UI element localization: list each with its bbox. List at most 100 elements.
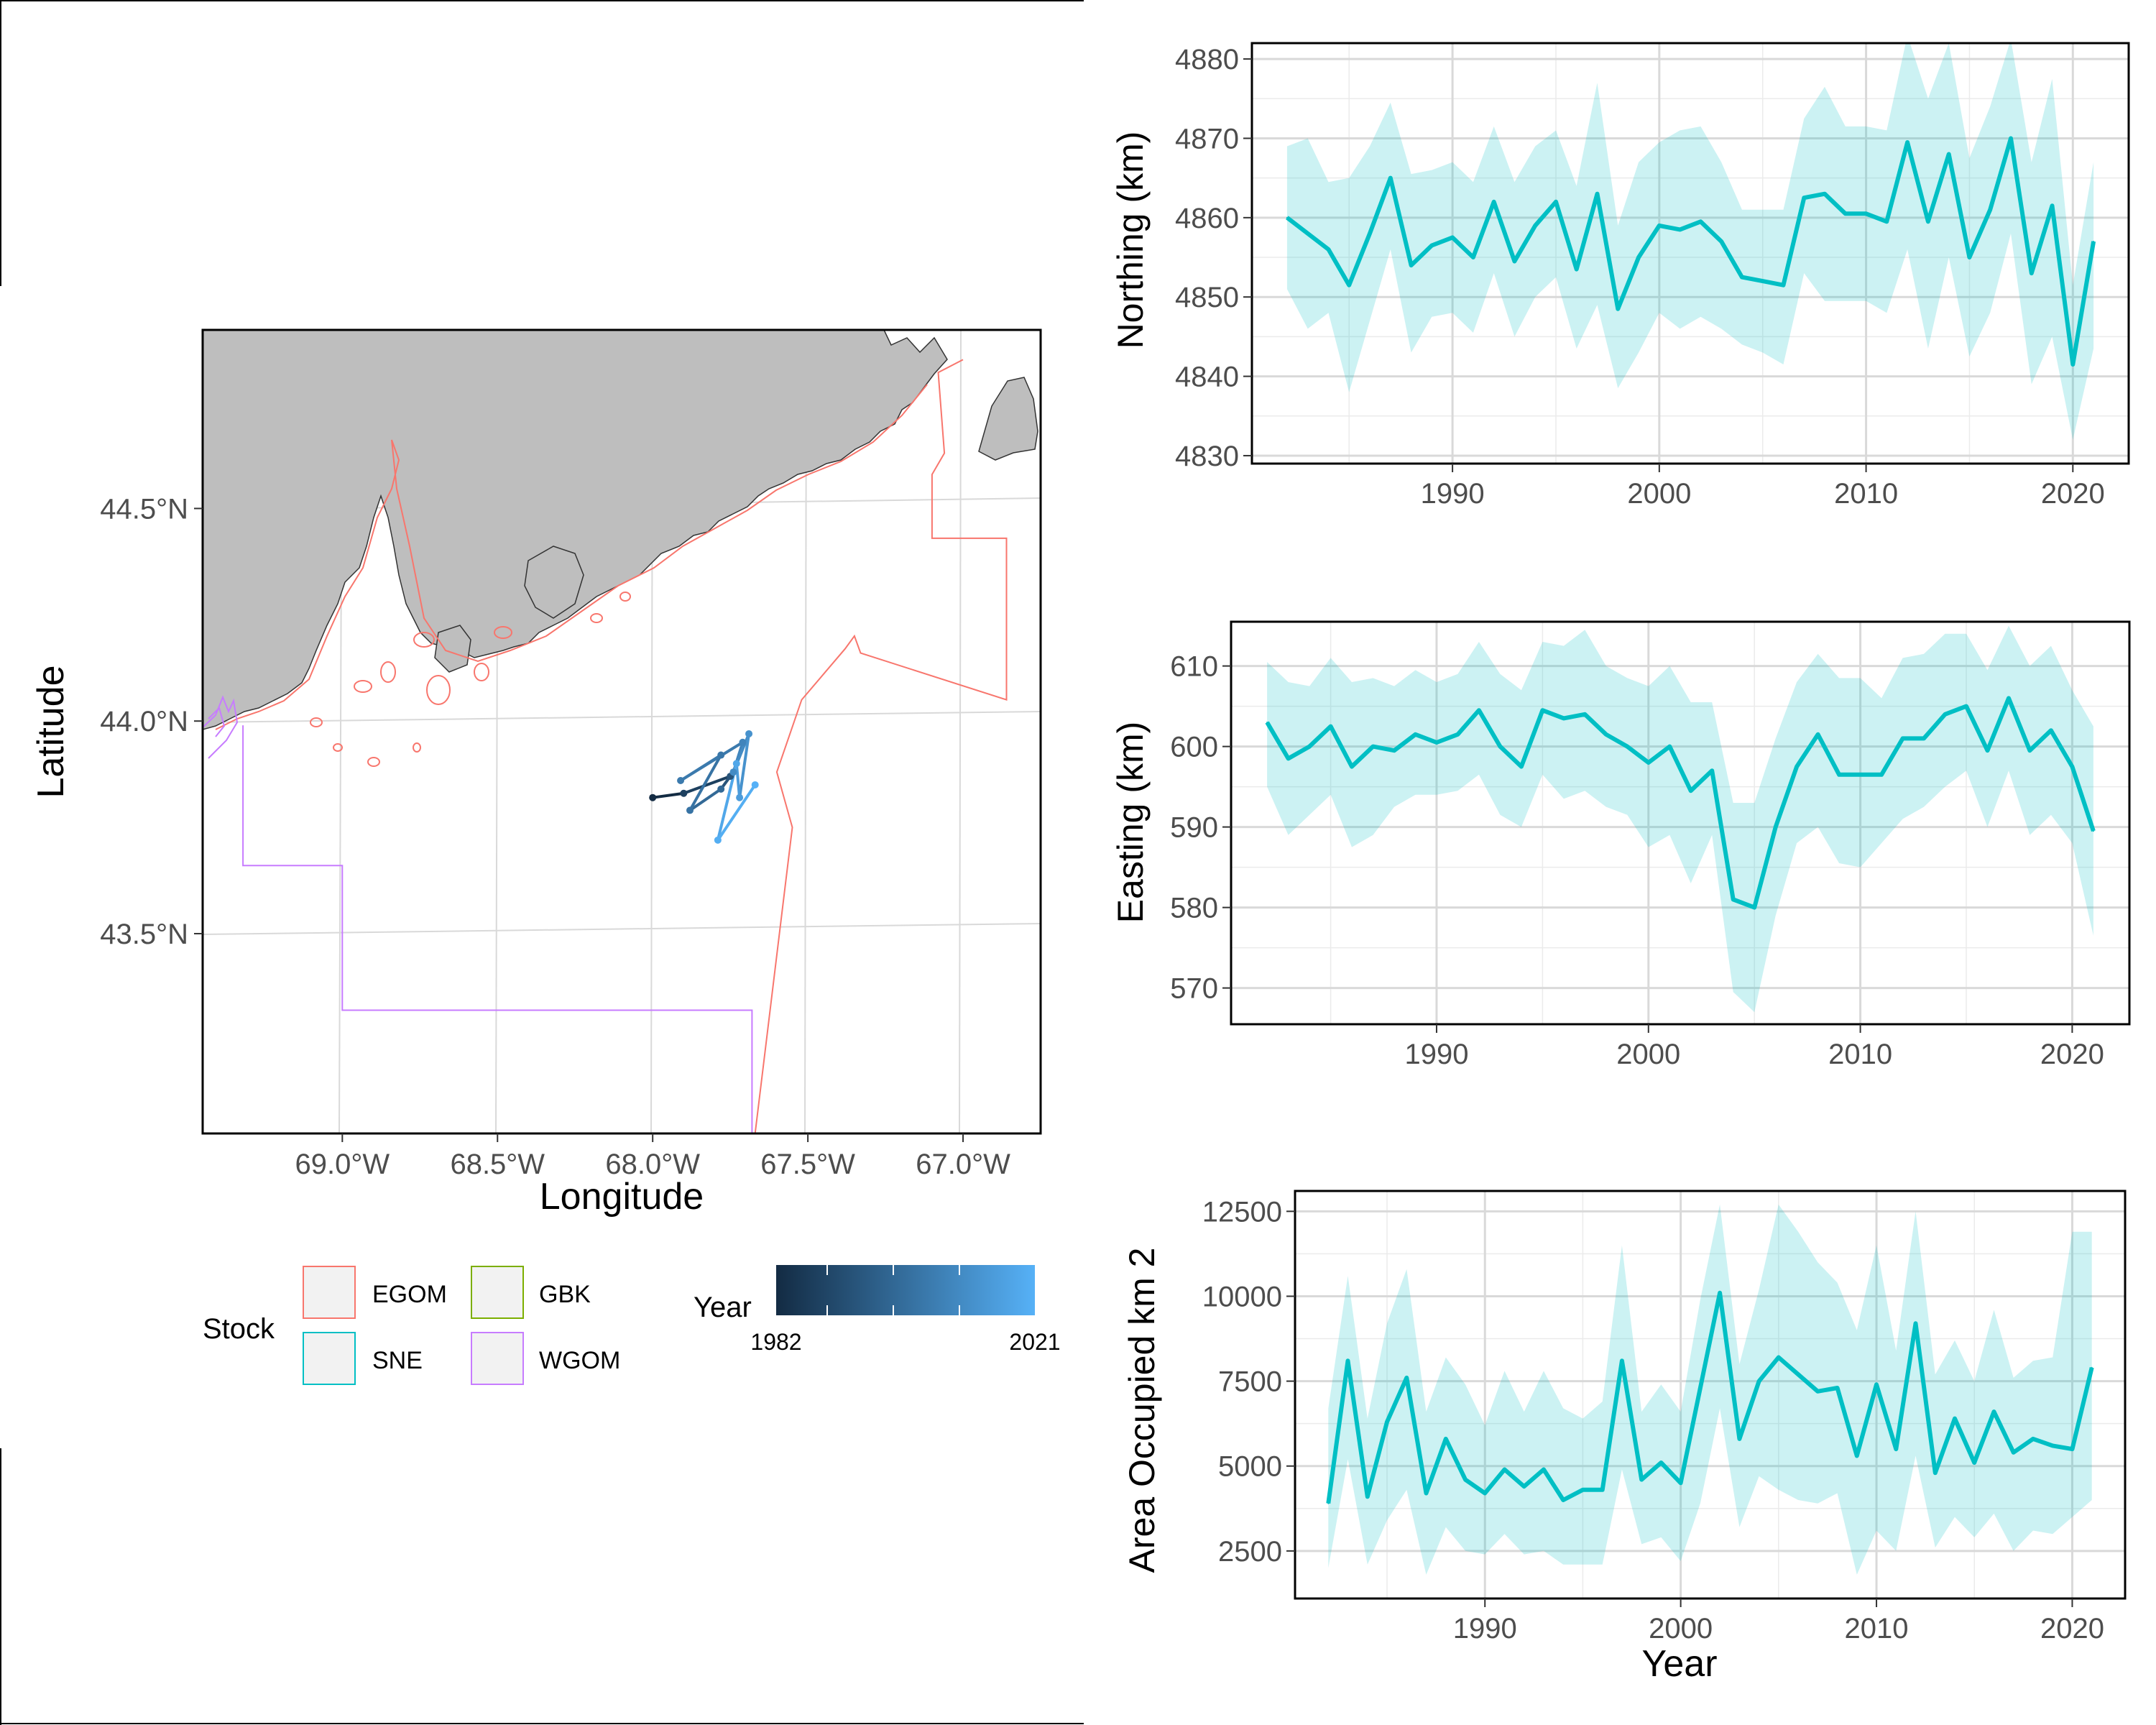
island-mount-desert: [524, 546, 584, 619]
estimate-point: [2093, 240, 2095, 242]
track-point: [649, 794, 657, 801]
estimate-point: [2091, 1366, 2093, 1368]
estimate-point: [1327, 248, 1330, 250]
estimate-point: [1741, 276, 1743, 278]
track-point: [732, 760, 740, 768]
y-tick-label: 4870: [1175, 123, 1239, 155]
estimate-point: [1503, 1468, 1506, 1471]
plot-frame: [1250, 42, 2130, 465]
confidence-ribbon: [1267, 625, 2093, 1013]
estimate-point: [1907, 141, 1909, 143]
estimate-point: [1732, 898, 1734, 901]
estimate-line: [1265, 696, 2096, 910]
plot-background: [1231, 622, 2129, 1024]
egom-boundary: [754, 359, 1008, 1133]
estimate-point: [1927, 221, 1929, 223]
estimate-point: [1856, 1455, 1858, 1457]
plot-frame: [1294, 1190, 2127, 1600]
estimate-point: [1369, 232, 1371, 234]
estimate-point: [2050, 730, 2052, 732]
estimate-point: [1782, 284, 1784, 286]
colorbar-ticks: [826, 1265, 960, 1315]
stock-legend: Stock EGOM GBK SNE WGOM: [203, 1266, 620, 1385]
legend-label-sne: SNE: [372, 1347, 423, 1374]
estimate-point: [1647, 762, 1649, 763]
estimate-point: [1993, 1411, 1995, 1413]
estimate-point: [2030, 272, 2032, 275]
estimate-point: [2007, 697, 2009, 699]
estimate-point: [2052, 1445, 2054, 1447]
estimate-point: [1836, 1387, 1838, 1389]
x-tick-label: 2020: [2041, 478, 2105, 510]
estimate-point: [1601, 1489, 1603, 1491]
area-occupied-panel: 1990 2000 2010 2020 2500 5000 7500 10000 12500: [1202, 1190, 2127, 1644]
map-frame: [201, 328, 1042, 1135]
plot-background: [1252, 43, 2129, 464]
track-point: [714, 836, 722, 844]
estimate-point: [1886, 221, 1888, 223]
estimate-point: [1986, 750, 1989, 752]
track-point: [717, 785, 725, 793]
x-tick-label: 2010: [1834, 478, 1898, 510]
estimate-point: [2071, 1448, 2073, 1450]
estimate-point: [1445, 1438, 1447, 1440]
map-x-axis-title: Longitude: [540, 1176, 704, 1218]
x-tick-label: 2010: [1828, 1039, 1892, 1070]
y-tick-label: 600: [1170, 732, 1218, 763]
estimate-point: [1410, 264, 1412, 267]
y-tick-label: 10000: [1202, 1281, 1282, 1312]
estimate-point: [1844, 213, 1846, 215]
map-y-axis-title: Latitude: [30, 665, 72, 798]
coastline-outline: [215, 384, 928, 730]
estimate-point: [1638, 257, 1640, 259]
estimate-point: [1720, 240, 1723, 242]
estimate-point: [1968, 257, 1971, 259]
centroid-track: [649, 730, 759, 844]
track-point: [736, 794, 744, 801]
track-point: [686, 806, 694, 814]
estimate-point: [1944, 713, 1946, 715]
estimate-point: [1777, 1356, 1779, 1358]
y-tick-label: 590: [1170, 812, 1218, 844]
estimate-point: [1366, 1496, 1368, 1498]
estimate-point: [1542, 709, 1544, 712]
estimate-line: [1326, 1290, 2094, 1504]
x-tick-label: 2010: [1845, 1613, 1909, 1644]
estimate-point: [1542, 1468, 1544, 1471]
map-x-tick-label: 68.5°W: [450, 1149, 545, 1180]
estimate-point: [1386, 1421, 1388, 1423]
estimate-point: [1287, 758, 1289, 760]
map-y-tick-label: 44.5°N: [100, 493, 188, 525]
wgom-boundary: [242, 725, 753, 1133]
northing-y-axis-title: Northing (km): [1110, 132, 1151, 349]
x-tick-label: 2000: [1627, 478, 1691, 510]
estimate-point: [1973, 1462, 1976, 1463]
track-point: [751, 781, 759, 788]
map-y-tick-label: 44.0°N: [100, 706, 188, 737]
estimate-point: [1700, 221, 1702, 223]
estimate-point: [1347, 1360, 1349, 1362]
estimate-point: [1658, 224, 1660, 226]
estimate-point: [1431, 244, 1433, 247]
x-tick-label: 2000: [1649, 1613, 1713, 1644]
y-tick-label: 4840: [1175, 362, 1239, 393]
estimate-point: [2092, 830, 2094, 832]
track-point: [717, 751, 725, 759]
estimate-point: [1414, 733, 1416, 735]
map-x-tick-label: 69.0°W: [295, 1149, 390, 1180]
y-tick-label: 4850: [1175, 282, 1239, 313]
estimate-point: [2032, 1438, 2034, 1440]
page-border: [0, 0, 1084, 1725]
legend-key-egom: [303, 1266, 356, 1319]
stock-legend-title: Stock: [203, 1313, 275, 1345]
estimate-point: [1348, 284, 1350, 286]
estimate-point: [1484, 1492, 1486, 1494]
estimate-point: [1660, 1462, 1662, 1463]
year-min-label: 1982: [750, 1329, 801, 1355]
estimate-point: [1286, 216, 1288, 218]
estimate-point: [1621, 1360, 1623, 1362]
land-mass: [203, 330, 948, 730]
y-tick-label: 12500: [1202, 1196, 1282, 1228]
estimate-point: [1876, 1384, 1878, 1386]
